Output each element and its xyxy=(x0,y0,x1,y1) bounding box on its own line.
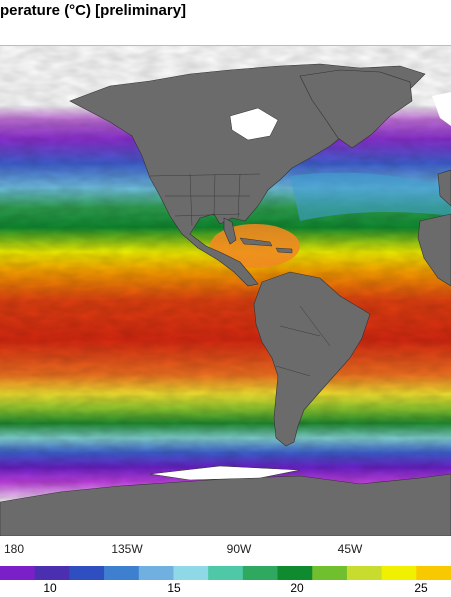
florida-land xyxy=(223,217,237,245)
colorbar-swatch xyxy=(346,566,383,580)
colorbar-label: 15 xyxy=(167,581,181,595)
arctic-ice xyxy=(432,92,451,126)
longitude-label: 90W xyxy=(226,542,252,556)
temperature-colorbar xyxy=(0,566,451,580)
longitude-label: 180 xyxy=(3,542,25,556)
colorbar-label: 20 xyxy=(290,581,304,595)
map-title: perature (°C) [preliminary] xyxy=(0,2,187,19)
colorbar-swatch xyxy=(277,566,313,580)
colorbar-swatch xyxy=(312,566,348,580)
colorbar-swatch xyxy=(242,566,279,580)
colorbar-swatch xyxy=(381,566,417,580)
sst-map xyxy=(0,46,451,536)
colorbar-swatch xyxy=(208,566,244,580)
colorbar-swatch xyxy=(104,566,140,580)
greenland-land xyxy=(299,69,413,149)
europe-land xyxy=(437,169,451,207)
longitude-label: 135W xyxy=(111,542,143,556)
antarctic-ice-shelf xyxy=(149,465,301,481)
colorbar-label: 10 xyxy=(43,581,57,595)
colorbar-label: 25 xyxy=(414,581,428,595)
colorbar-swatch xyxy=(173,566,209,580)
colorbar-swatch xyxy=(0,566,36,580)
colorbar-swatch xyxy=(34,566,70,580)
title-divider xyxy=(0,45,451,46)
colorbar-swatch xyxy=(69,566,105,580)
longitude-label: 45W xyxy=(337,542,363,556)
south-america-land xyxy=(253,271,371,447)
longitude-axis: 180 135W 90W 45W xyxy=(0,540,451,558)
antarctica-land xyxy=(0,473,451,536)
hispaniola-land xyxy=(275,247,293,254)
colorbar-swatch xyxy=(138,566,174,580)
sst-map-svg xyxy=(0,46,451,536)
gulf-stream-band xyxy=(290,172,451,221)
africa-land xyxy=(417,213,451,287)
cuba-land xyxy=(239,237,273,247)
colorbar-swatch xyxy=(416,566,451,580)
colorbar-labels: 10 15 20 25 xyxy=(0,580,451,596)
political-borders xyxy=(149,173,331,377)
hudson-bay xyxy=(229,107,279,141)
